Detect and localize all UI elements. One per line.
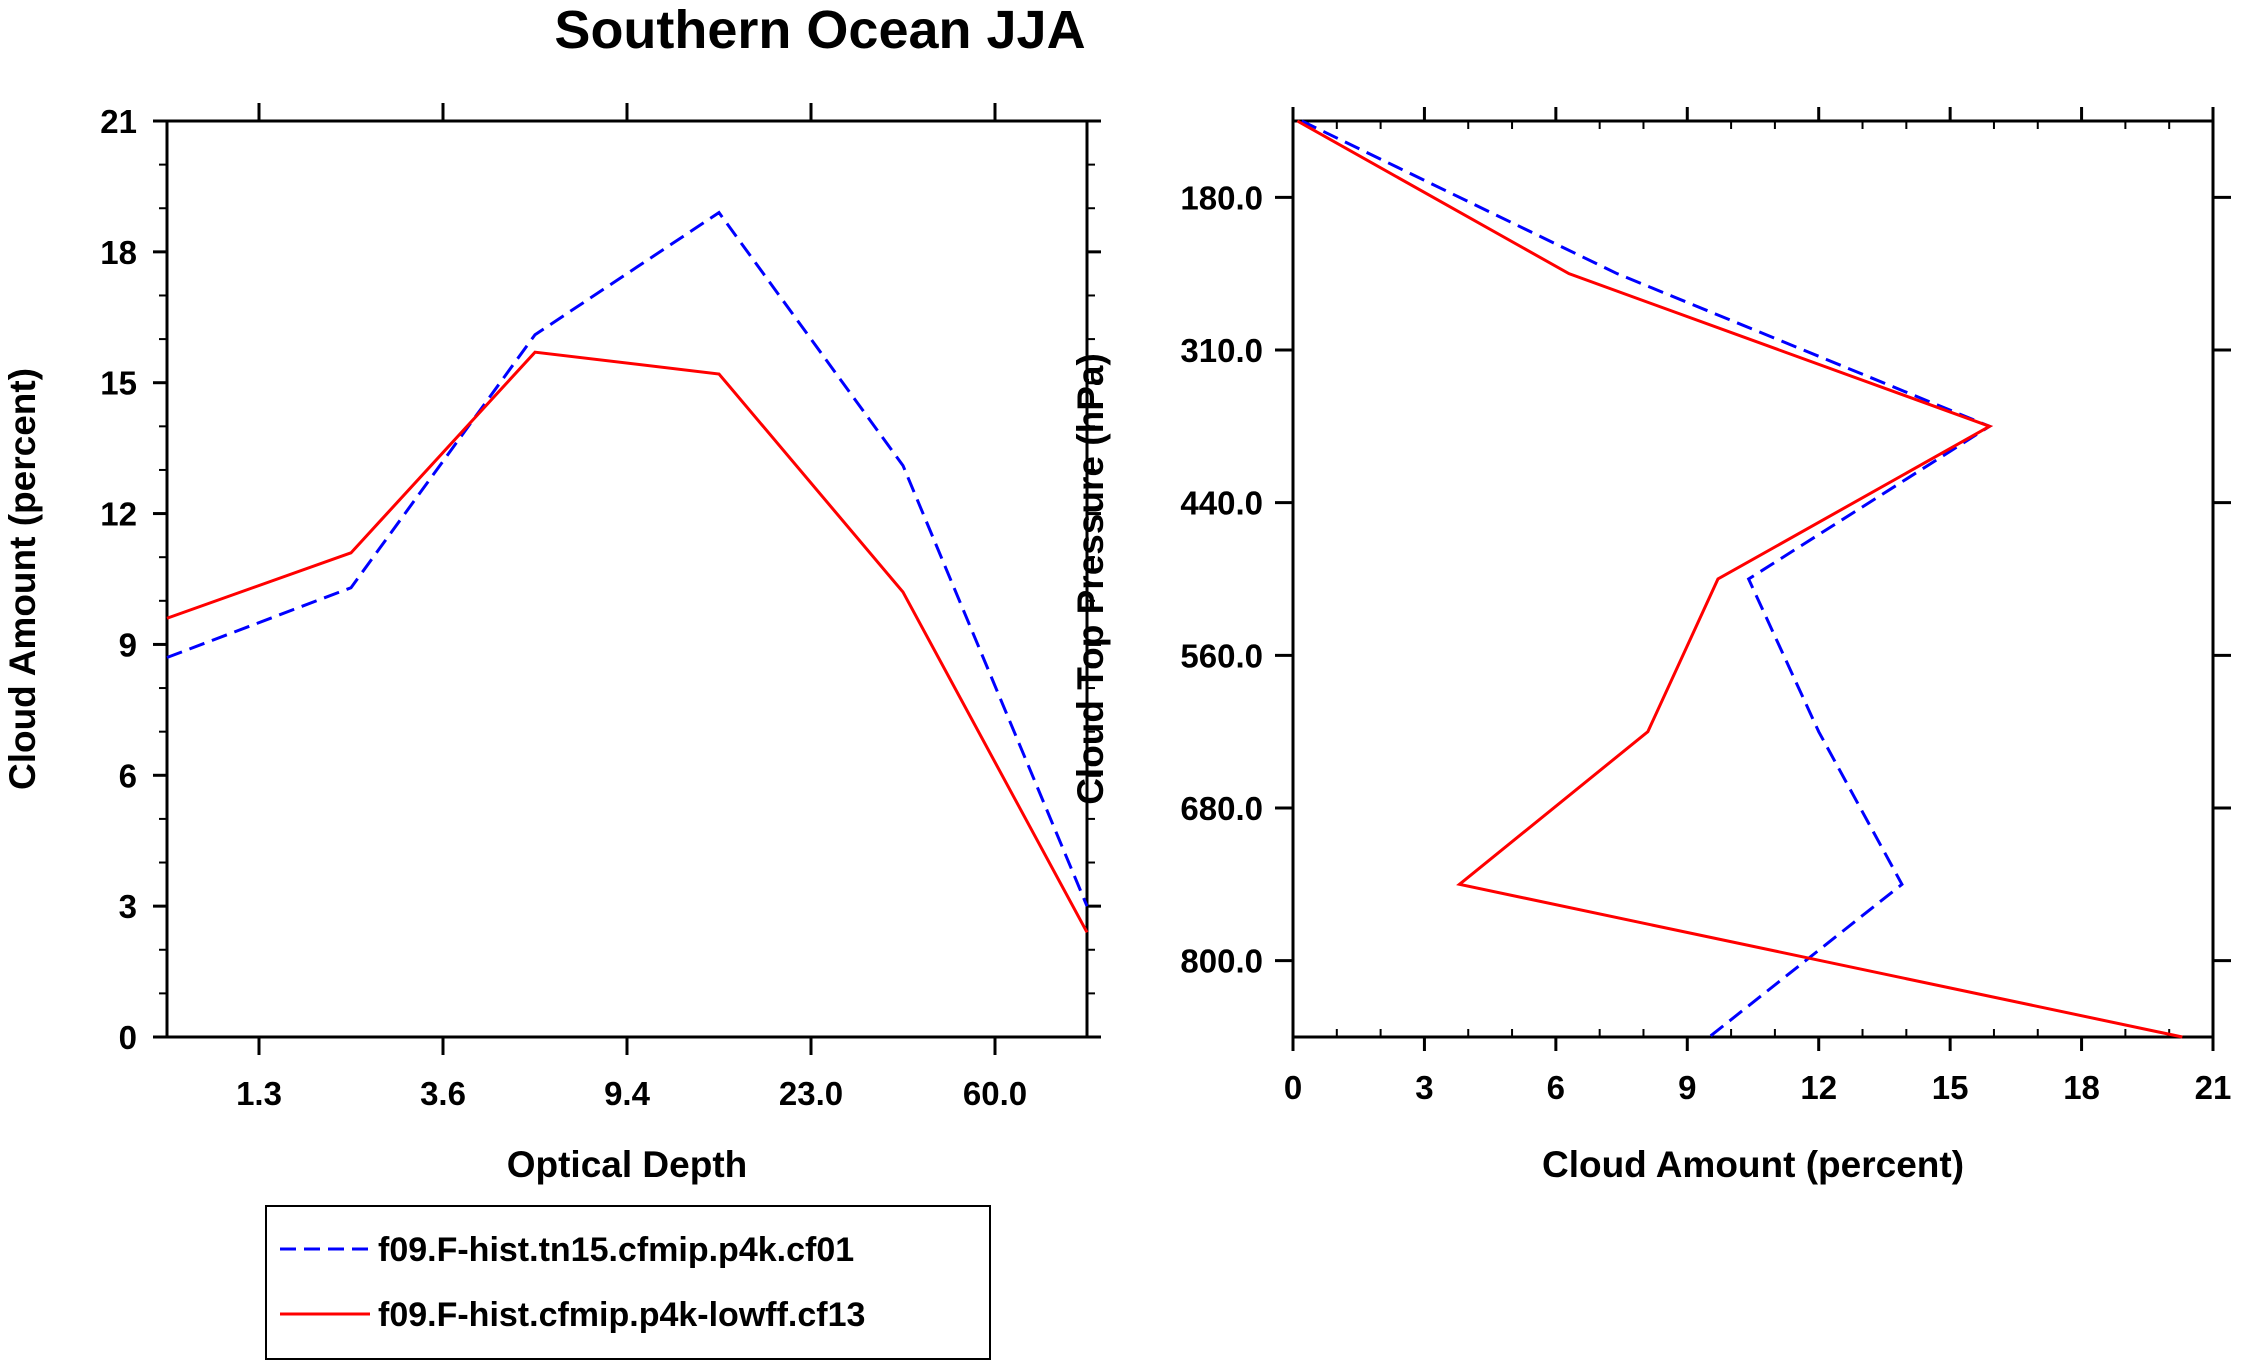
right-y-axis-label: Cloud Top Pressure (hPa): [1070, 353, 1111, 805]
right-y-tick-label: 440.0: [1180, 485, 1263, 522]
left-ticks: 0 3 6 9 12 15 18 21 1.3 3.6 9.4 23.0 60.0: [100, 103, 1101, 1112]
left-series-1-line: [166, 210, 1089, 907]
left-x-tick-label: 3.6: [420, 1075, 466, 1112]
right-series: [1296, 119, 2183, 1039]
right-x-tick-label: 9: [1678, 1069, 1696, 1106]
right-x-tick-label: 15: [1932, 1069, 1969, 1106]
left-y-tick-label: 21: [100, 103, 137, 140]
left-y-tick-label: 0: [119, 1019, 137, 1056]
left-y-tick-label: 6: [119, 757, 137, 794]
right-plot-frame: [1291, 119, 2215, 1039]
right-y-tick-label: 800.0: [1180, 943, 1263, 980]
left-y-tick-label: 12: [100, 496, 137, 533]
right-x-tick-label: 18: [2063, 1069, 2100, 1106]
left-x-axis-label: Optical Depth: [507, 1144, 748, 1185]
right-series-2-line: [1296, 119, 2183, 1039]
left-y-axis-label: Cloud Amount (percent): [2, 368, 43, 790]
right-x-axis-label: Cloud Amount (percent): [1542, 1144, 1964, 1185]
right-ticks: 0 3 6 9 12 15 18 21 180.0 310.0 440.0 560.0 680.0 800…: [1180, 107, 2231, 1106]
left-y-tick-label: 9: [119, 626, 137, 663]
right-y-tick-label: 310.0: [1180, 332, 1263, 369]
left-x-tick-label: 9.4: [604, 1075, 651, 1112]
left-y-tick-label: 3: [119, 888, 137, 925]
right-y-tick-label: 560.0: [1180, 637, 1263, 674]
legend-label-series-1: f09.F-hist.tn15.cfmip.p4k.cf01: [378, 1231, 854, 1269]
chart-title: Southern Ocean JJA: [554, 0, 1085, 60]
right-panel: 0 3 6 9 12 15 18 21 180.0 310.0 440.0 560.0 680.0 800…: [1070, 107, 2231, 1185]
right-x-tick-label: 3: [1415, 1069, 1433, 1106]
left-x-tick-label: 23.0: [779, 1075, 843, 1112]
left-series: [166, 210, 1089, 934]
right-x-tick-label: 12: [1800, 1069, 1837, 1106]
left-y-tick-label: 15: [100, 365, 137, 402]
right-y-tick-label: 680.0: [1180, 790, 1263, 827]
left-panel: 0 3 6 9 12 15 18 21 1.3 3.6 9.4 23.0 60.0 Optical De…: [2, 103, 1101, 1185]
left-x-tick-label: 60.0: [963, 1075, 1027, 1112]
right-series-1-line: [1301, 119, 1993, 1039]
left-series-2-line: [166, 350, 1089, 934]
legend-box: [265, 1205, 991, 1360]
left-x-tick-label: 1.3: [236, 1075, 282, 1112]
right-y-tick-label: 180.0: [1180, 179, 1263, 216]
legend: f09.F-hist.tn15.cfmip.p4k.cf01 f09.F-his…: [265, 1205, 991, 1360]
right-x-tick-label: 0: [1284, 1069, 1302, 1106]
left-y-tick-label: 18: [100, 234, 137, 271]
right-x-tick-label: 21: [2195, 1069, 2232, 1106]
legend-label-series-2: f09.F-hist.cfmip.p4k-lowff.cf13: [378, 1296, 865, 1334]
right-x-tick-label: 6: [1547, 1069, 1565, 1106]
